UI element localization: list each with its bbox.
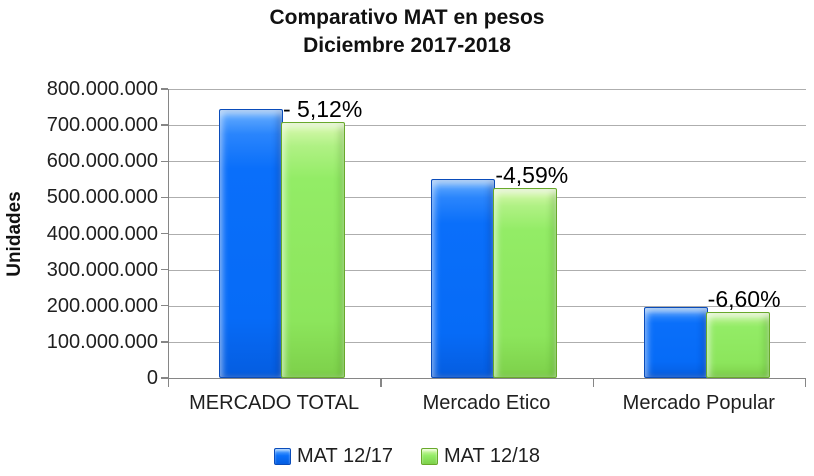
y-tick-mark xyxy=(161,305,168,307)
y-tick-label: 700.000.000 xyxy=(46,114,158,137)
y-tick-mark xyxy=(161,341,168,343)
y-tick-mark xyxy=(161,124,168,126)
y-tick-label: 600.000.000 xyxy=(46,150,158,173)
chart-title: Comparativo MAT en pesos Diciembre 2017-… xyxy=(0,4,814,60)
legend: MAT 12/17 MAT 12/18 xyxy=(0,445,814,468)
bar-mat-12-17-mercado-etico xyxy=(431,179,496,378)
x-tick-mark xyxy=(380,379,382,387)
y-tick-label: 400.000.000 xyxy=(46,222,158,245)
y-tick-mark xyxy=(161,160,168,162)
gridline xyxy=(169,161,806,163)
y-tick-mark xyxy=(161,268,168,271)
y-tick-label: 100.000.000 xyxy=(46,330,158,353)
annotation-mercado-total: - 5,12% xyxy=(283,96,363,123)
chart-title-line1: Comparativo MAT en pesos xyxy=(269,6,545,29)
category-label-mercado-etico: Mercado Etico xyxy=(422,392,551,414)
legend-swatch-mat-12-17 xyxy=(274,448,292,465)
y-tick-label: 0 xyxy=(146,367,158,389)
gridline xyxy=(169,89,806,90)
plot-area xyxy=(168,89,806,379)
legend-label-mat-12-17: MAT 12/17 xyxy=(297,445,393,467)
x-tick-mark xyxy=(805,379,807,387)
category-label-mercado-total: MERCADO TOTAL xyxy=(189,392,360,414)
legend-swatch-mat-12-18 xyxy=(421,448,438,465)
legend-item-mat-12-18: MAT 12/18 xyxy=(421,445,540,468)
y-tick-label: 300.000.000 xyxy=(46,258,158,281)
x-tick-mark xyxy=(168,379,170,387)
category-label-mercado-popular: Mercado Popular xyxy=(622,392,775,414)
bar-mat-12-17-mercado-total xyxy=(219,108,283,378)
y-tick-mark xyxy=(161,377,168,379)
bar-mat-12-18-mercado-total xyxy=(281,122,345,378)
y-tick-mark xyxy=(161,88,168,90)
gridline xyxy=(169,125,806,127)
x-tick-mark xyxy=(592,379,595,387)
y-tick-label: 200.000.000 xyxy=(46,294,158,317)
y-tick-label: 500.000.000 xyxy=(46,186,158,209)
legend-label-mat-12-18: MAT 12/18 xyxy=(444,445,540,467)
bar-mat-12-18-mercado-popular xyxy=(705,311,770,378)
annotation-mercado-etico: -4,59% xyxy=(495,162,569,189)
y-tick-mark xyxy=(161,196,168,199)
legend-item-mat-12-17: MAT 12/17 xyxy=(274,445,393,468)
annotation-mercado-popular: -6,60% xyxy=(707,285,781,312)
bar-mat-12-18-mercado-etico xyxy=(493,188,558,378)
bar-mat-12-17-mercado-popular xyxy=(643,307,708,378)
chart-title-line2: Diciembre 2017-2018 xyxy=(303,34,511,57)
y-tick-label: 800.000.000 xyxy=(46,78,158,100)
x-axis-category-labels: MERCADO TOTAL Mercado Etico Mercado Popu… xyxy=(168,392,805,415)
y-tick-mark xyxy=(161,232,168,235)
